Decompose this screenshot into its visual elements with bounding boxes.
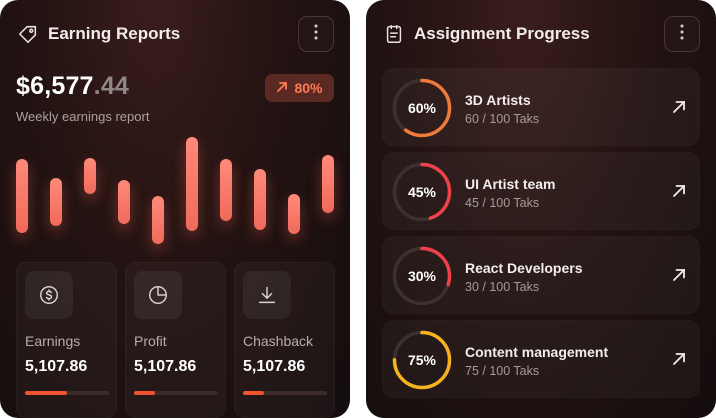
tile-label: Profit — [134, 333, 167, 349]
assignment-item[interactable]: 75% Content management 75 / 100 Taks — [382, 320, 700, 398]
weekly-bar-chart — [16, 130, 334, 250]
earning-tiles: Earnings 5,107.86 Profit 5,107.86 Chashb… — [16, 262, 350, 418]
more-vertical-icon — [680, 24, 684, 45]
progress-ring — [392, 330, 452, 390]
assignment-progress-title: Assignment Progress — [414, 24, 590, 43]
earnings-bar — [152, 196, 164, 244]
tile-earnings[interactable]: Earnings 5,107.86 — [16, 262, 117, 418]
assignment-name: Content management — [465, 344, 609, 360]
earning-reports-title: Earning Reports — [48, 24, 181, 43]
assignment-name: React Developers — [465, 260, 583, 276]
tag-icon — [16, 22, 40, 46]
growth-badge: 80% — [265, 74, 334, 102]
assignment-detail: 60 / 100 Taks — [465, 112, 540, 126]
assignment-detail: 30 / 100 Taks — [465, 280, 540, 294]
tile-progress-fill — [25, 391, 67, 395]
earnings-bar — [220, 158, 232, 222]
earnings-bar — [288, 193, 300, 235]
progress-ring — [392, 78, 452, 138]
earnings-bar — [118, 180, 130, 224]
arrow-up-right-icon[interactable] — [669, 181, 689, 201]
pie-chart-icon — [134, 271, 182, 319]
earnings-bar — [16, 158, 28, 234]
assignment-name: UI Artist team — [465, 176, 556, 192]
progress-ring — [392, 162, 452, 222]
more-vertical-icon — [314, 24, 318, 45]
progress-percent: 45% — [407, 184, 437, 200]
assignment-detail: 75 / 100 Taks — [465, 364, 540, 378]
growth-badge-value: 80% — [294, 80, 323, 96]
progress-percent: 60% — [407, 100, 437, 116]
tile-value: 5,107.86 — [243, 358, 306, 375]
assignment-item[interactable]: 45% UI Artist team 45 / 100 Taks — [382, 152, 700, 230]
progress-ring — [392, 246, 452, 306]
tile-progress-track — [243, 391, 327, 395]
tile-label: Earnings — [25, 333, 81, 349]
arrow-up-right-icon[interactable] — [669, 265, 689, 285]
earnings-bar — [50, 178, 62, 226]
progress-percent: 30% — [407, 268, 437, 284]
earnings-bar — [84, 157, 96, 194]
tile-progress-track — [25, 391, 109, 395]
assignment-progress-header: Assignment Progress — [382, 16, 700, 52]
assignment-detail: 45 / 100 Taks — [465, 196, 540, 210]
tile-value: 5,107.86 — [25, 358, 88, 375]
tile-progress-fill — [134, 391, 155, 395]
earnings-bar — [254, 169, 266, 231]
progress-percent: 75% — [407, 352, 437, 368]
tile-cashback[interactable]: Chashback 5,107.86 — [234, 262, 335, 418]
earnings-bar — [322, 155, 334, 213]
assignment-item[interactable]: 30% React Developers 30 / 100 Taks — [382, 236, 700, 314]
clipboard-icon — [382, 22, 406, 46]
earning-reports-header: Earning Reports — [16, 16, 334, 52]
tile-progress-track — [134, 391, 218, 395]
arrow-up-right-icon[interactable] — [669, 349, 689, 369]
arrow-up-right-icon[interactable] — [669, 97, 689, 117]
tile-value: 5,107.86 — [134, 358, 197, 375]
earning-amount: $6,577.44 — [16, 72, 129, 101]
dollar-coin-icon — [25, 271, 73, 319]
assignment-name: 3D Artists — [465, 92, 531, 108]
tile-progress-fill — [243, 391, 264, 395]
download-icon — [243, 271, 291, 319]
earning-subtitle: Weekly earnings report — [16, 109, 150, 124]
assignment-more-button[interactable] — [664, 16, 700, 52]
earning-reports-card: Earning Reports $6,577.44 Weekly earning… — [0, 0, 350, 418]
assignment-progress-card: Assignment Progress 60% 3D Artists 60 / … — [366, 0, 716, 418]
earning-amount-cents: .44 — [93, 72, 130, 100]
assignment-item[interactable]: 60% 3D Artists 60 / 100 Taks — [382, 68, 700, 146]
arrow-up-right-icon — [276, 80, 288, 96]
earnings-bar — [186, 137, 198, 231]
tile-profit[interactable]: Profit 5,107.86 — [125, 262, 226, 418]
earning-more-button[interactable] — [298, 16, 334, 52]
tile-label: Chashback — [243, 333, 314, 349]
earning-amount-main: $6,577 — [16, 72, 94, 100]
